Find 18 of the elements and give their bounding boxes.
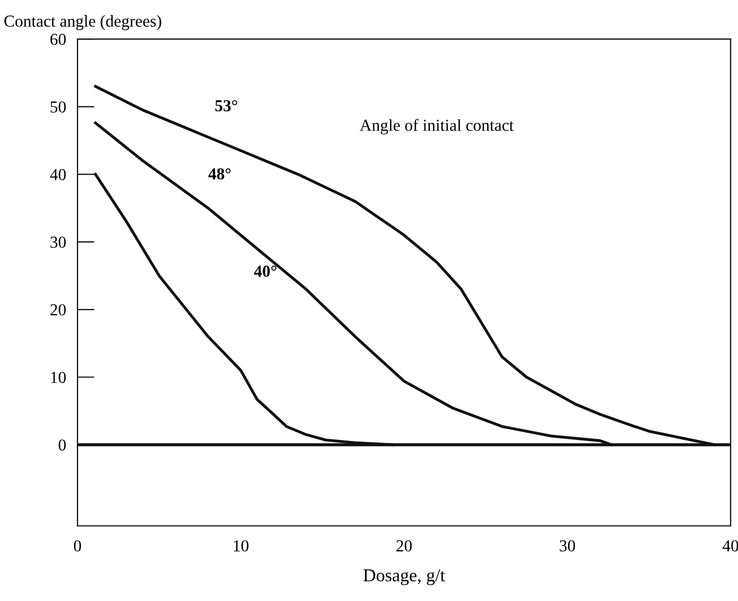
x-tick-label: 20 [396, 540, 412, 552]
y-tick-label: 10 [51, 372, 66, 384]
y-tick-label: 40 [50, 168, 66, 180]
annotation: 53° [215, 100, 238, 112]
y-tick-label: 50 [50, 101, 66, 113]
x-tick-label: 40 [722, 540, 738, 552]
y-tick-label: 20 [50, 304, 66, 316]
annotation: 48° [208, 168, 231, 180]
x-tick-label: 30 [560, 540, 576, 552]
y-tick-label: 30 [50, 236, 66, 248]
x-tick-label: 10 [234, 540, 248, 552]
x-axis-title: Dosage, g/t [363, 569, 446, 586]
annotation: Angle of initial contact [360, 119, 514, 134]
y-tick-label: 60 [50, 34, 66, 46]
x-tick-label: 0 [74, 540, 82, 552]
y-tick-label: 0 [58, 439, 66, 451]
annotation: 40° [254, 266, 276, 277]
y-axis-title: Contact angle (degrees) [4, 15, 162, 30]
